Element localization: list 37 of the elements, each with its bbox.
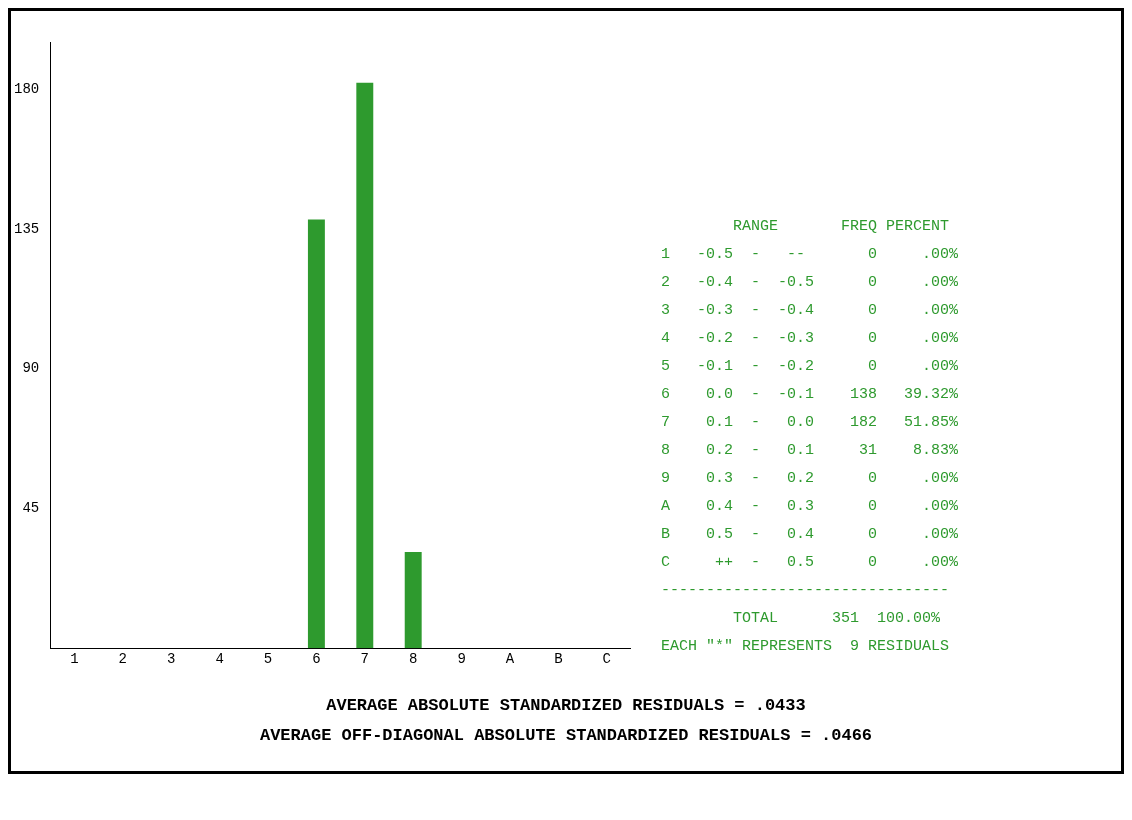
y-tick-label: 90 <box>22 360 40 377</box>
text: C ++ - 0.5 0 .00% <box>661 553 959 573</box>
y-tick-label: 180 <box>13 80 40 97</box>
x-tick-label: 7 <box>360 651 370 668</box>
text: -------------------------------- <box>661 581 951 601</box>
x-tick-label: A <box>505 651 515 668</box>
x-tick-label: 5 <box>263 651 273 668</box>
text: 4 -0.2 - -0.3 0 .00% <box>661 329 959 349</box>
text: 6 0.0 - -0.1 138 39.32% <box>661 385 959 405</box>
x-tick-label: 6 <box>312 651 321 668</box>
x-tick-label: 8 <box>409 651 418 668</box>
text: A 0.4 - 0.3 0 .00% <box>661 497 959 517</box>
x-tick-label: 1 <box>70 651 79 668</box>
text: 3 -0.3 - -0.4 0 .00% <box>661 301 959 321</box>
text: AVERAGE ABSOLUTE STANDARDIZED RESIDUALS = .0433 <box>325 695 807 717</box>
y-tick-label: 45 <box>22 500 40 517</box>
text: 8 0.2 - 0.1 31 8.83% <box>661 441 959 461</box>
bar <box>404 551 422 649</box>
text: 9 0.3 - 0.2 0 .00% <box>661 469 959 489</box>
text: 7 0.1 - 0.0 182 51.85% <box>661 413 959 433</box>
bar <box>356 82 374 649</box>
x-tick-label: B <box>554 651 563 668</box>
text: 5 -0.1 - -0.2 0 .00% <box>661 357 959 377</box>
x-tick-label: C <box>602 651 611 668</box>
x-tick-label: 3 <box>167 651 176 668</box>
x-tick-label: 2 <box>118 651 128 668</box>
x-tick-label: 4 <box>215 651 224 668</box>
text: EACH "*" REPRESENTS 9 RESIDUALS <box>661 637 951 657</box>
text: TOTAL 351 100.00% <box>732 609 942 629</box>
text: B 0.5 - 0.4 0 .00% <box>661 525 959 545</box>
x-tick-label: 9 <box>457 651 466 668</box>
text: AVERAGE OFF-DIAGONAL ABSOLUTE STANDARDIZED RESIDUALS = .0466 <box>258 725 874 747</box>
text: 1 -0.5 - -- 0 .00% <box>661 245 959 265</box>
text: RANGE FREQ PERCENT <box>732 217 951 237</box>
bar <box>307 219 325 649</box>
y-tick-label: 135 <box>13 220 40 237</box>
text: 2 -0.4 - -0.5 0 .00% <box>661 273 959 293</box>
